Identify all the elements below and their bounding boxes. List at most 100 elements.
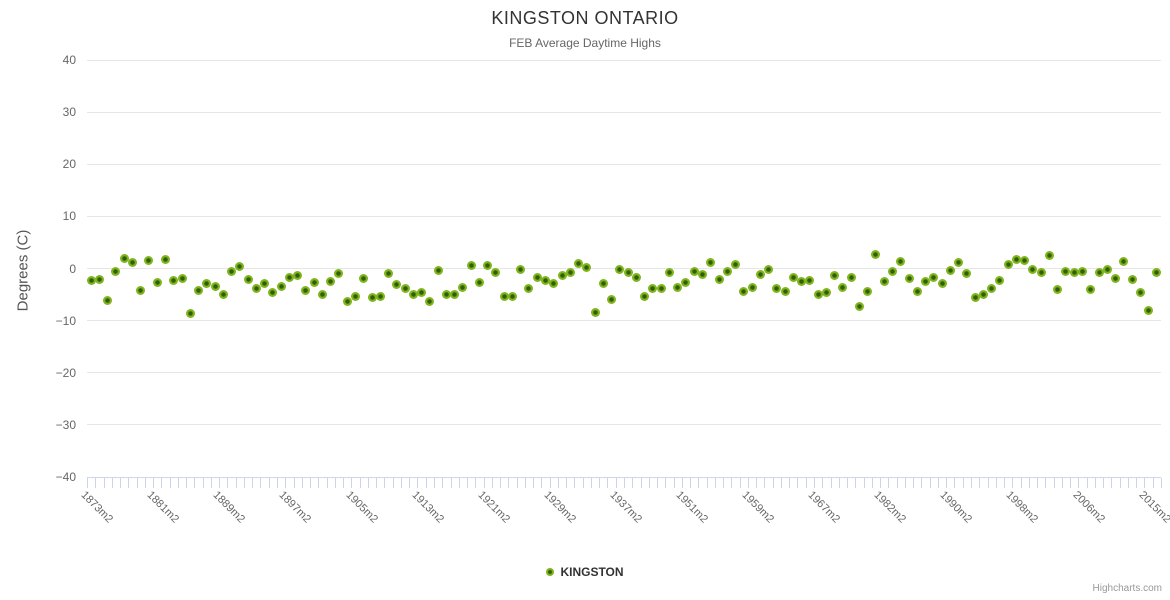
data-point[interactable] [359,273,369,283]
data-point[interactable] [301,285,311,295]
data-point[interactable] [169,275,179,285]
legend-item-kingston[interactable]: KINGSTON [546,565,624,579]
data-point[interactable] [987,284,997,294]
data-point[interactable] [557,271,567,281]
data-point[interactable] [1028,265,1038,275]
data-point[interactable] [1127,275,1137,285]
data-point[interactable] [1094,268,1104,278]
data-point[interactable] [912,286,922,296]
data-point[interactable] [309,277,319,287]
data-point[interactable] [103,295,113,305]
data-point[interactable] [970,292,980,302]
data-point[interactable] [598,278,608,288]
data-point[interactable] [888,267,897,277]
data-point[interactable] [640,291,650,301]
data-point[interactable] [673,282,683,292]
data-point[interactable] [194,285,204,295]
data-point[interactable] [119,254,129,264]
data-point[interactable] [400,284,410,294]
data-point[interactable] [904,273,914,283]
data-point[interactable] [1003,259,1013,269]
data-point[interactable] [1086,284,1096,294]
data-point[interactable] [367,292,377,302]
data-point[interactable] [425,296,435,306]
data-point[interactable] [144,255,154,265]
data-point[interactable] [631,273,641,283]
data-point[interactable] [466,260,476,270]
data-point[interactable] [722,267,732,277]
data-point[interactable] [615,264,625,274]
data-point[interactable] [871,250,881,260]
data-point[interactable] [392,279,402,289]
data-point[interactable] [474,277,484,287]
data-point[interactable] [706,257,716,267]
data-point[interactable] [127,257,137,267]
data-point[interactable] [185,309,195,319]
data-point[interactable] [342,296,352,306]
data-point[interactable] [574,258,584,268]
data-point[interactable] [1111,274,1121,284]
data-point[interactable] [805,275,815,285]
data-point[interactable] [111,266,121,276]
data-point[interactable] [995,275,1005,285]
data-point[interactable] [1144,305,1154,315]
data-point[interactable] [541,275,550,285]
data-point[interactable] [218,290,228,300]
data-point[interactable] [450,290,460,300]
data-point[interactable] [516,264,526,274]
data-point[interactable] [1036,268,1046,278]
data-point[interactable] [830,271,840,281]
data-point[interactable] [136,285,146,295]
data-point[interactable] [838,282,848,292]
data-point[interactable] [334,269,344,279]
data-point[interactable] [417,287,427,297]
data-point[interactable] [648,284,658,294]
data-point[interactable] [499,291,509,301]
data-point[interactable] [160,255,170,265]
data-point[interactable] [243,274,253,284]
data-point[interactable] [607,294,617,304]
data-point[interactable] [565,267,575,277]
data-point[interactable] [731,259,741,269]
data-point[interactable] [747,282,757,292]
data-point[interactable] [797,276,807,286]
data-point[interactable] [202,279,212,289]
data-point[interactable] [755,270,765,280]
data-point[interactable] [1102,265,1112,275]
data-point[interactable] [788,272,798,282]
data-point[interactable] [210,281,220,291]
data-point[interactable] [441,290,451,300]
data-point[interactable] [697,270,707,280]
data-point[interactable] [351,292,360,302]
data-point[interactable] [317,289,327,299]
data-point[interactable] [664,268,674,278]
data-point[interactable] [177,274,187,284]
data-point[interactable] [1020,255,1030,265]
data-point[interactable] [821,287,831,297]
data-point[interactable] [863,286,873,296]
data-point[interactable] [929,272,939,282]
data-point[interactable] [384,269,394,279]
data-point[interactable] [921,276,931,286]
data-point[interactable] [681,277,691,287]
data-point[interactable] [268,287,278,297]
data-point[interactable] [945,265,955,275]
data-point[interactable] [433,266,443,276]
data-point[interactable] [1119,256,1129,266]
data-point[interactable] [896,256,906,266]
data-point[interactable] [1061,266,1071,276]
data-point[interactable] [764,265,774,275]
data-point[interactable] [846,273,856,283]
data-point[interactable] [813,290,823,300]
data-point[interactable] [854,302,864,312]
data-point[interactable] [1152,267,1162,277]
data-point[interactable] [937,279,947,289]
data-point[interactable] [656,284,666,294]
data-point[interactable] [978,290,988,300]
data-point[interactable] [879,276,889,286]
data-point[interactable] [276,281,286,291]
data-point[interactable] [260,279,270,289]
data-point[interactable] [1078,267,1087,277]
data-point[interactable] [251,284,261,294]
data-point[interactable] [582,263,592,273]
